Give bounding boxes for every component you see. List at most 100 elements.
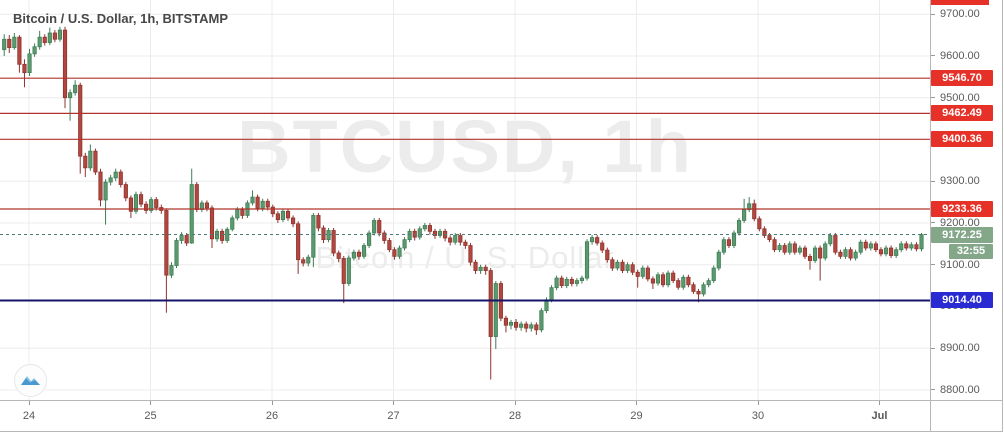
candle-down	[301, 259, 306, 264]
price-tick-9600: 9600.00	[940, 49, 980, 62]
candle-down	[630, 264, 635, 273]
candle-down	[204, 202, 209, 209]
candle-up	[57, 29, 63, 40]
candle-up	[47, 32, 52, 43]
candle-up	[88, 150, 93, 169]
candle-up	[508, 321, 514, 326]
candle-down	[802, 247, 808, 257]
candle-up	[813, 247, 818, 261]
candle-up	[721, 239, 726, 253]
symbol-title: Bitcoin / U.S. Dollar, 1h, BITSTAMP	[13, 11, 229, 26]
candlestick-chart[interactable]	[0, 0, 930, 400]
candle-down	[686, 276, 691, 286]
candle-up	[640, 267, 645, 277]
candle-up	[787, 243, 792, 253]
price-axis[interactable]: 9700.00 9600.00 9500.00 9300.00 9200.00 9100.…	[930, 0, 1002, 400]
candle-up	[615, 261, 620, 269]
candle-up	[736, 220, 742, 234]
time-tick-26: 26	[265, 410, 279, 422]
level-label-9400.36: 9400.36	[931, 131, 993, 148]
candle-up	[823, 243, 828, 259]
candle-up	[853, 251, 858, 259]
time-axis[interactable]: 24 25 26 27 28 29 30 Jul	[0, 400, 930, 431]
candle-down	[752, 203, 757, 220]
candle-up	[797, 247, 802, 253]
candle-up	[574, 280, 579, 284]
price-tick-mark	[931, 347, 935, 349]
candle-up	[230, 217, 235, 230]
level-label-9233.36: 9233.36	[931, 201, 993, 218]
price-tick-mark	[931, 222, 935, 224]
candle-down	[524, 323, 529, 329]
candle-up	[73, 84, 78, 94]
candle-up	[579, 277, 585, 281]
candle-down	[534, 324, 539, 331]
candle-up	[235, 209, 240, 219]
candle-down	[42, 36, 47, 43]
candle-down	[83, 155, 88, 169]
candle-up	[584, 241, 590, 279]
current-price-label: 9172.25	[931, 226, 993, 243]
candle-up	[894, 249, 899, 256]
exchange-logo-button[interactable]	[14, 364, 47, 397]
candle-up	[306, 256, 311, 264]
candle-down	[164, 210, 169, 276]
candle-up	[655, 274, 661, 284]
time-tick-mark	[393, 401, 394, 405]
candle-down	[889, 247, 894, 256]
candle-down	[873, 243, 878, 251]
candle-down	[220, 230, 225, 241]
candle-down	[316, 215, 321, 229]
candle-down	[184, 235, 189, 244]
candle-down	[600, 242, 605, 251]
price-tick-9500: 9500.00	[940, 91, 980, 104]
candle-down	[321, 227, 326, 241]
candle-up	[666, 272, 671, 286]
candle-down	[696, 291, 701, 295]
candle-up	[437, 230, 443, 236]
candle-up	[554, 277, 559, 289]
candle-up	[372, 220, 377, 234]
time-tick-mark	[879, 401, 880, 405]
level-label-9546.70: 9546.70	[931, 70, 993, 87]
candle-down	[726, 239, 731, 246]
candle-down	[377, 220, 382, 234]
price-pane[interactable]: BTCUSD, 1h Bitcoin / U. S. Dollar Bitcoi…	[0, 0, 930, 400]
candle-up	[133, 194, 139, 212]
candle-up	[519, 323, 524, 328]
candle-up	[280, 210, 286, 220]
candle-up	[868, 243, 873, 249]
time-tick-30: 30	[751, 410, 765, 422]
candle-up	[828, 235, 833, 245]
candle-down	[650, 278, 655, 284]
candle-down	[559, 277, 564, 286]
candle-up	[351, 251, 356, 259]
time-tick-mark	[514, 401, 516, 405]
candle-up	[777, 245, 782, 251]
candle-up	[549, 287, 554, 301]
price-tick-mark	[931, 55, 935, 57]
candle-up	[407, 230, 412, 241]
candle-down	[118, 171, 123, 185]
bar-countdown-label: 32:55	[949, 243, 993, 259]
candle-up	[311, 215, 316, 258]
candle-down	[341, 258, 346, 284]
candle-up	[590, 237, 595, 243]
candle-up	[214, 230, 220, 240]
candle-down	[285, 210, 291, 219]
candle-down	[123, 184, 128, 199]
candle-down	[448, 237, 453, 243]
candle-down	[503, 317, 509, 326]
price-tick-9300: 9300.00	[940, 175, 980, 188]
candle-down	[671, 272, 676, 281]
candle-down	[782, 245, 787, 253]
candle-down	[144, 203, 149, 211]
candle-down	[635, 271, 640, 277]
candle-up	[478, 266, 483, 271]
price-tick-mark	[931, 13, 935, 15]
candle-up	[2, 38, 7, 51]
candle-down	[209, 207, 215, 240]
candle-down	[275, 213, 280, 220]
time-tick-mark	[636, 401, 637, 405]
candle-up	[909, 244, 914, 249]
